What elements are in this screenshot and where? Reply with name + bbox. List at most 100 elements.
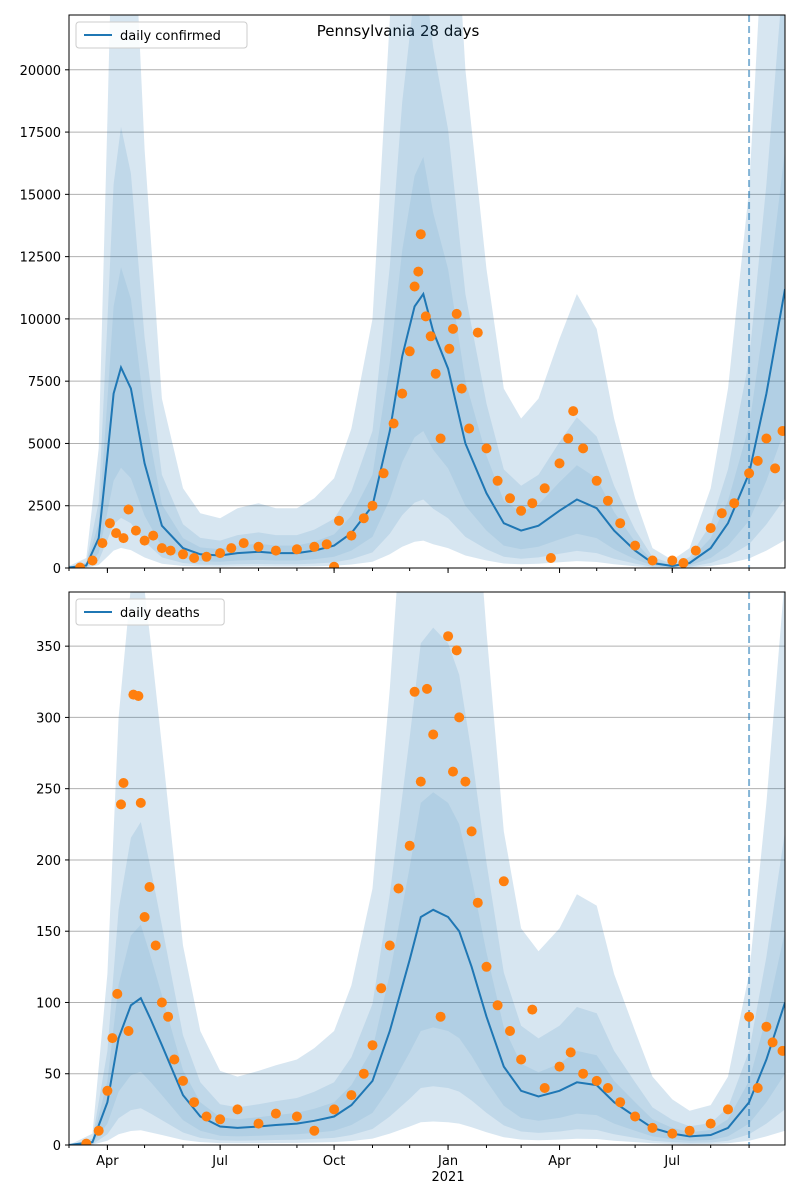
observed-point (667, 555, 678, 566)
observed-point (358, 513, 369, 524)
observed-point (118, 533, 129, 544)
observed-point (435, 433, 446, 444)
observed-point (201, 551, 212, 562)
legend: daily deaths (75, 598, 225, 626)
observed-point (111, 528, 122, 539)
observed-point (404, 840, 415, 851)
y-tick-label: 15000 (20, 188, 61, 203)
observed-point (705, 1118, 716, 1129)
legend: daily confirmed (75, 21, 248, 49)
observed-point (253, 1118, 264, 1129)
observed-point (481, 443, 492, 454)
observed-point (291, 1111, 302, 1122)
observed-point (123, 504, 134, 515)
y-tick-label: 0 (53, 562, 61, 577)
observed-point (75, 562, 86, 568)
observed-point (409, 281, 420, 292)
observed-point (118, 778, 129, 788)
observed-point (130, 525, 141, 536)
y-tick-label: 20000 (20, 64, 61, 79)
observed-point (591, 1075, 602, 1086)
observed-point (602, 495, 613, 506)
observed-point (107, 1033, 118, 1044)
observed-point (770, 463, 781, 474)
observed-point (334, 515, 344, 526)
observed-point (492, 475, 503, 486)
observed-point (163, 1011, 174, 1022)
observed-point (568, 406, 579, 417)
observed-point (454, 712, 465, 723)
observed-point (321, 539, 332, 550)
y-tick-label: 250 (36, 783, 61, 798)
observed-point (761, 1021, 772, 1032)
observed-point (133, 691, 144, 701)
axes-frame (68, 591, 786, 1146)
observed-point (112, 988, 123, 999)
observed-point (378, 468, 389, 479)
legend-box (75, 21, 248, 49)
observed-point (716, 508, 727, 519)
y-tick-label: 2500 (28, 500, 61, 515)
observed-point (270, 1108, 281, 1119)
observed-point (729, 498, 740, 509)
observed-point (165, 545, 176, 556)
observed-point (291, 544, 302, 555)
observed-point (761, 433, 772, 444)
y-tick-label: 10000 (20, 313, 61, 328)
observed-point (135, 797, 146, 808)
axes-frame (68, 14, 786, 569)
observed-point (358, 1068, 369, 1079)
observed-point (492, 1000, 503, 1011)
legend-label: daily deaths (120, 606, 200, 621)
observed-point (156, 997, 167, 1008)
observed-point (630, 540, 641, 551)
observed-point (253, 541, 264, 552)
observed-point (630, 1111, 641, 1122)
legend-box (75, 598, 225, 626)
observed-point (456, 383, 467, 394)
observed-point (215, 1114, 226, 1125)
x-tick-label: Jul (211, 1154, 228, 1169)
observed-point (404, 346, 415, 357)
observed-point (81, 1138, 92, 1145)
observed-point (591, 475, 602, 486)
uncertainty-band (69, 15, 785, 568)
observed-point (367, 1040, 378, 1051)
observed-point (139, 912, 150, 922)
observed-point (178, 549, 188, 560)
uncertainty-band (69, 627, 785, 1145)
observed-point (397, 388, 408, 399)
observed-point (201, 1111, 212, 1122)
y-tick-label: 5000 (28, 437, 61, 452)
observed-point (744, 1011, 755, 1022)
observed-point (428, 729, 439, 740)
observed-point (346, 1090, 357, 1101)
deaths-panel: 0 50 100 150 200 250 300 350 Apr Jul Oct Jan Apr Jul 2… (36, 591, 786, 1185)
x-tick-label: Apr (96, 1154, 119, 1169)
observed-point (516, 505, 527, 516)
observed-point (777, 1045, 785, 1056)
uncertainty-band (69, 15, 785, 568)
observed-point (346, 530, 357, 541)
observed-point (505, 493, 515, 504)
y-tick-label: 200 (36, 854, 61, 869)
observed-point (678, 558, 689, 568)
observed-point (443, 631, 454, 642)
observed-point (472, 897, 483, 908)
observed-point (777, 426, 785, 436)
observed-point (178, 1075, 188, 1086)
y-tick-label: 0 (53, 1139, 61, 1154)
y-tick-label: 100 (36, 996, 61, 1011)
confirmed-panel: 0 2500 5000 7500 10000 12500 15000 17500 20000 da… (20, 14, 786, 577)
plot-area (69, 592, 785, 1145)
observed-point (539, 483, 550, 494)
plot-area (69, 15, 785, 568)
observed-point (554, 458, 565, 469)
figure-title: Pennsylvania 28 days (317, 22, 480, 40)
uncertainty-band (69, 792, 785, 1145)
observed-point (516, 1054, 527, 1065)
observed-point (472, 327, 483, 338)
x-tick-label: Oct (323, 1154, 345, 1169)
x-tick-label: Apr (548, 1154, 571, 1169)
